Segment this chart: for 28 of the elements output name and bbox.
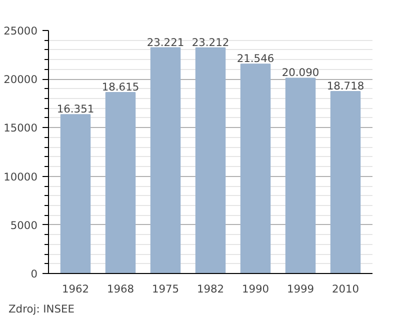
- bar: [240, 64, 271, 274]
- bar: [150, 47, 181, 274]
- bar: [195, 47, 226, 274]
- x-tick-label: 2010: [332, 282, 360, 296]
- data-label: 16.351: [56, 102, 94, 116]
- x-tick-label: 1999: [286, 282, 314, 296]
- data-label: 21.546: [236, 52, 274, 66]
- y-tick-label: 25000: [4, 24, 38, 38]
- y-tick-label: 10000: [4, 170, 38, 184]
- x-tick-label: 1982: [196, 282, 224, 296]
- x-tick-label: 1968: [106, 282, 134, 296]
- data-label: 20.090: [282, 66, 320, 80]
- y-tick-label: 5000: [10, 218, 38, 232]
- x-tick-label: 1962: [62, 282, 90, 296]
- y-tick-label: 15000: [4, 122, 38, 135]
- data-label: 23.212: [192, 36, 230, 49]
- y-tick-label: 0: [30, 268, 38, 280]
- data-label: 18.615: [102, 80, 140, 94]
- x-tick-label: 1990: [242, 282, 270, 296]
- data-label: 18.718: [326, 80, 364, 93]
- x-tick-label: 1975: [152, 282, 180, 296]
- bar: [285, 78, 316, 274]
- text: Zdroj: INSEE: [8, 302, 75, 316]
- bar: [330, 91, 361, 274]
- bar: [105, 92, 136, 274]
- bar: [60, 114, 91, 274]
- data-label: 23.221: [146, 36, 184, 49]
- y-tick-label: 20000: [4, 73, 38, 86]
